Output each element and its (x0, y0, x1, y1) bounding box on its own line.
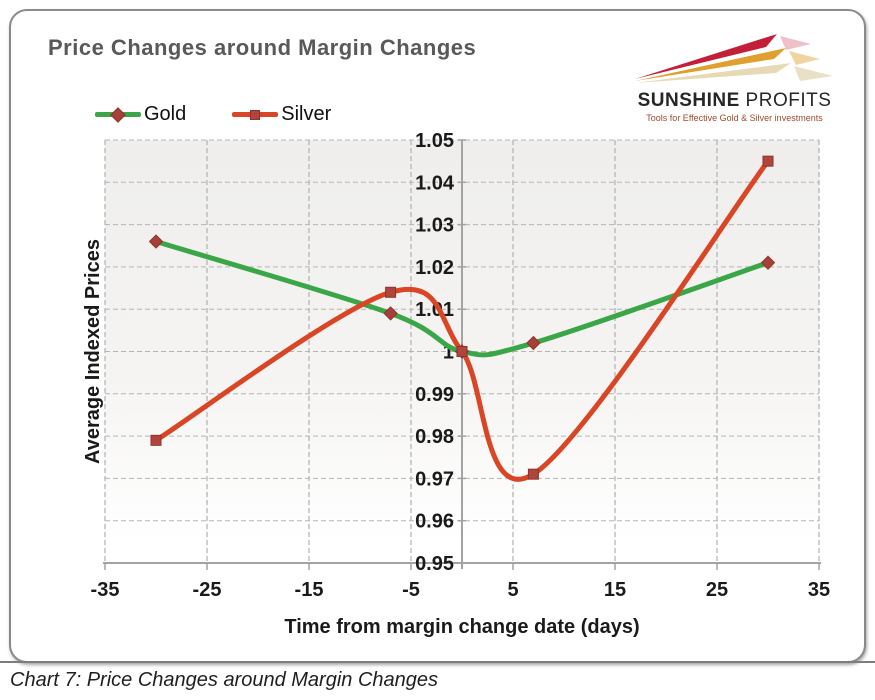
silver-line-swatch (232, 109, 279, 120)
chart-caption: Chart 7: Price Changes around Margin Cha… (10, 669, 439, 691)
y-tick-label: 0.98 (415, 426, 454, 448)
gold-line-swatch (95, 106, 141, 123)
legend-item-gold: Gold (95, 103, 186, 126)
y-tick-label: 0.97 (415, 468, 454, 490)
logo-name: SUNSHINE PROFITS (627, 90, 842, 112)
gold-marker (148, 234, 164, 249)
x-tick-label: 35 (808, 579, 830, 601)
y-tick-label: 0.96 (415, 511, 454, 533)
legend: Gold Silver (95, 103, 331, 126)
x-tick-label: 15 (604, 579, 626, 601)
bottom-divider (0, 661, 875, 663)
x-axis-title: Time from margin change date (days) (284, 616, 639, 638)
price-chart: 1.051.041.031.021.0110.990.980.970.960.9… (82, 130, 830, 638)
legend-label-gold: Gold (144, 103, 187, 125)
logo-name-light: PROFITS (739, 90, 832, 111)
silver-square-marker-icon (250, 109, 261, 120)
y-tick-label: 1.05 (415, 130, 454, 152)
logo-tagline: Tools for Effective Gold & Silver invest… (646, 113, 823, 123)
chart-title: Price Changes around Margin Changes (48, 35, 477, 60)
legend-label-silver: Silver (281, 103, 332, 125)
silver-marker (456, 346, 468, 357)
y-tick-label: 1.02 (415, 257, 454, 279)
y-tick-label: 0.95 (415, 553, 454, 575)
x-tick-label: 25 (706, 579, 728, 601)
chart-card: Price Changes around Margin Changes Gold… (9, 9, 866, 663)
x-tick-label: -35 (91, 579, 120, 601)
sunshine-profits-logo: SUNSHINE PROFITS Tools for Effective Gol… (627, 29, 842, 123)
y-tick-label: 1.03 (415, 215, 454, 237)
gold-marker (526, 335, 541, 351)
y-axis-title: Average Indexed Prices (82, 239, 104, 464)
y-tick-label: 1 (443, 342, 454, 364)
y-tick-label: 0.99 (415, 384, 454, 406)
x-tick-label: -5 (402, 579, 420, 601)
silver-marker (527, 468, 539, 480)
gold-marker (383, 306, 398, 321)
y-tick-label: 1.04 (415, 172, 455, 194)
x-tick-label: -15 (295, 579, 324, 601)
legend-item-silver: Silver (232, 103, 331, 126)
silver-marker (385, 286, 397, 298)
x-tick-label: -25 (193, 579, 222, 601)
x-tick-label: 5 (507, 579, 518, 601)
silver-marker (762, 155, 774, 167)
logo-arrows-icon (635, 34, 833, 83)
silver-series-line (153, 158, 771, 482)
logo-name-bold: SUNSHINE (637, 90, 740, 111)
silver-marker (150, 434, 162, 446)
gold-marker (760, 255, 776, 270)
